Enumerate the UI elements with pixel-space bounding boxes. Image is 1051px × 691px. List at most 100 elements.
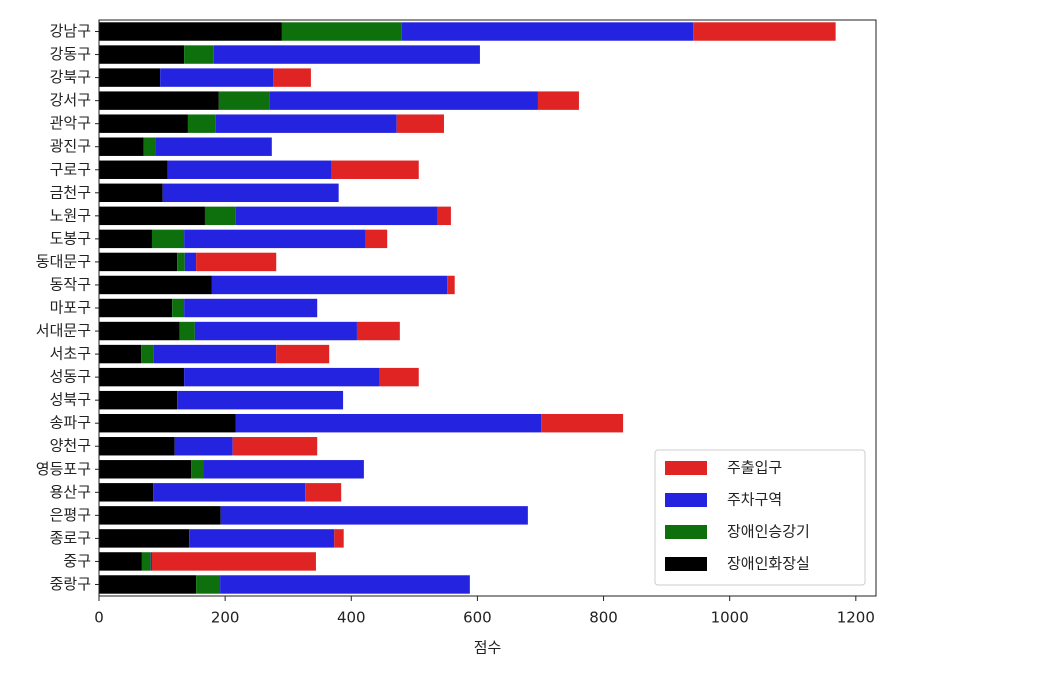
- bar: [99, 529, 190, 548]
- y-tick-label: 성동구: [50, 368, 91, 386]
- bar: [189, 529, 335, 548]
- bar: [99, 483, 154, 502]
- bar: [273, 68, 311, 87]
- bar: [191, 460, 204, 479]
- bar: [99, 390, 178, 410]
- bar: [213, 45, 480, 64]
- bar: [187, 114, 216, 133]
- bar: [401, 22, 694, 41]
- y-tick-label: 금천구: [50, 183, 91, 201]
- y-tick-label: 도봉구: [50, 229, 91, 247]
- y-tick-label: 성북구: [50, 391, 91, 409]
- legend-box: [654, 449, 866, 586]
- bar: [99, 68, 161, 87]
- legend-label: 주차구역: [727, 491, 782, 509]
- bar: [99, 229, 152, 249]
- bar: [99, 552, 142, 571]
- bar: [99, 367, 185, 387]
- x-tick-label: 0: [94, 609, 104, 627]
- bar: [220, 506, 528, 525]
- legend-label: 장애인화장실: [727, 555, 810, 573]
- y-tick-label: 광진구: [50, 137, 91, 155]
- y-tick-label: 영등포구: [36, 460, 91, 478]
- x-tick-label: 600: [463, 609, 492, 627]
- legend-label: 장애인승강기: [727, 523, 810, 541]
- bar: [179, 321, 195, 341]
- bar: [537, 91, 579, 110]
- y-tick-label: 동대문구: [36, 252, 91, 270]
- bar: [203, 460, 364, 479]
- bar: [541, 413, 624, 433]
- bar: [334, 529, 344, 548]
- bar: [99, 22, 282, 41]
- bar: [155, 137, 272, 156]
- y-tick-label: 관악구: [50, 114, 91, 132]
- bar: [167, 160, 332, 179]
- legend-label: 주출입구: [727, 459, 782, 477]
- bar: [218, 91, 270, 110]
- bar: [99, 252, 178, 272]
- x-tick-label: 1200: [837, 609, 875, 627]
- bar: [99, 437, 175, 456]
- bar: [184, 252, 197, 272]
- bar: [160, 68, 274, 87]
- bar: [331, 160, 419, 179]
- bar: [184, 229, 366, 249]
- bar: [194, 321, 357, 341]
- y-tick-label: 용산구: [50, 483, 91, 501]
- bar: [184, 45, 214, 64]
- bar: [99, 344, 142, 364]
- y-tick-label: 강동구: [50, 45, 91, 63]
- bar: [99, 575, 197, 594]
- bar: [174, 437, 233, 456]
- bar: [172, 298, 185, 318]
- bar: [99, 114, 188, 133]
- y-tick-label: 강서구: [50, 91, 91, 109]
- bar: [196, 575, 221, 594]
- y-tick-label: 강남구: [50, 22, 91, 40]
- bar: [305, 483, 342, 502]
- bar: [99, 321, 180, 341]
- y-tick-label: 중랑구: [50, 575, 91, 593]
- bar: [235, 413, 542, 433]
- bar: [143, 137, 156, 156]
- bar: [215, 114, 397, 133]
- bar: [153, 344, 277, 364]
- bar: [211, 275, 448, 295]
- bar: [99, 298, 173, 318]
- bar: [99, 460, 192, 479]
- bar: [220, 575, 470, 594]
- y-tick-label: 마포구: [50, 299, 91, 317]
- y-tick-label: 은평구: [50, 506, 91, 524]
- bar: [99, 91, 219, 110]
- x-tick-label: 800: [589, 609, 618, 627]
- bar: [693, 22, 836, 41]
- x-tick-label: 200: [211, 609, 240, 627]
- bar: [99, 160, 168, 179]
- bar: [177, 252, 185, 272]
- bar: [99, 506, 221, 525]
- bar: [177, 390, 344, 410]
- bar: [150, 552, 152, 571]
- y-tick-label: 서대문구: [36, 322, 91, 340]
- bar: [447, 275, 455, 295]
- plot-frame: [98, 19, 877, 597]
- bar: [437, 206, 451, 226]
- bar: [232, 437, 318, 456]
- bar: [379, 367, 419, 387]
- legend-swatch: [665, 557, 707, 571]
- x-axis-label: 점수: [474, 639, 502, 657]
- bar: [99, 45, 185, 64]
- bar: [141, 344, 154, 364]
- bar: [153, 483, 306, 502]
- bar: [235, 206, 438, 226]
- bar: [141, 552, 151, 571]
- bar: [204, 206, 236, 226]
- bar: [162, 183, 339, 203]
- x-tick-label: 1000: [711, 609, 749, 627]
- y-tick-label: 송파구: [50, 414, 91, 432]
- bar: [269, 91, 538, 110]
- legend-swatch: [665, 461, 707, 475]
- y-tick-label: 중구: [63, 552, 91, 570]
